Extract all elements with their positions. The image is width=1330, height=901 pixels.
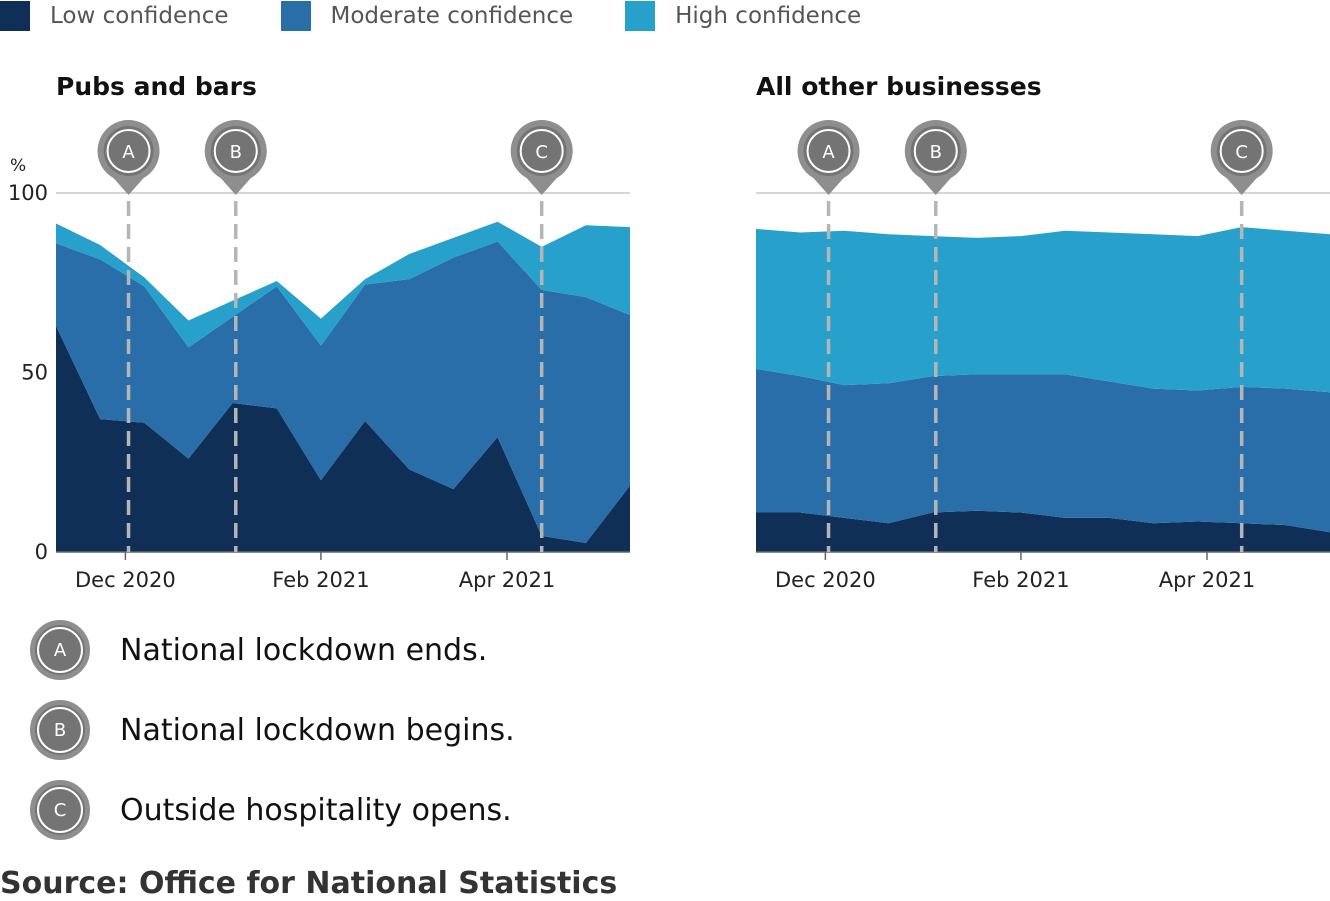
marker-label-c: C (535, 142, 548, 163)
marker-pin-ring-b (913, 129, 958, 173)
marker-pin-ring-a (806, 129, 851, 173)
y-tick-label: 100 (8, 181, 48, 205)
source-note: Source: Office for National Statistics (0, 866, 618, 901)
marker-pin-inner-b (210, 126, 261, 176)
x-tick-label: Apr 2021 (1159, 568, 1255, 592)
note-a-text: National lockdown ends. (120, 632, 488, 668)
marker-pin-inner-b (910, 126, 961, 176)
panel-title-2: All other businesses (756, 72, 1042, 101)
marker-c-letter: C (37, 787, 83, 833)
marker-b-badge: B (30, 700, 90, 760)
marker-label-a: A (822, 142, 835, 163)
area-moderate-confidence (756, 368, 1330, 533)
area-high-confidence (56, 221, 630, 348)
marker-pin-ring-b (213, 129, 258, 173)
marker-a-badge: A (30, 620, 90, 680)
marker-pin-inner-c (1216, 126, 1267, 176)
x-tick-label: Apr 2021 (459, 568, 555, 592)
note-c: C Outside hospitality opens. (30, 780, 515, 840)
x-tick-label: Dec 2020 (75, 568, 176, 592)
note-c-text: Outside hospitality opens. (120, 792, 512, 828)
legend-item-high: High confidence (625, 1, 861, 31)
marker-c-badge: C (30, 780, 90, 840)
area-high-confidence (756, 227, 1330, 393)
marker-pin-ring-c (519, 129, 564, 173)
marker-notes: A National lockdown ends. B National loc… (30, 620, 515, 860)
note-a: A National lockdown ends. (30, 620, 515, 680)
area-low-confidence (56, 325, 630, 552)
marker-pin-inner-a (803, 126, 854, 176)
marker-pin-inner-a (103, 126, 154, 176)
legend-label-moderate: Moderate confidence (330, 3, 574, 29)
panel-title-1: Pubs and bars (56, 72, 257, 101)
note-b: B National lockdown begins. (30, 700, 515, 760)
legend-label-high: High confidence (675, 3, 862, 29)
marker-label-b: B (230, 142, 242, 163)
marker-label-a: A (122, 142, 135, 163)
note-b-text: National lockdown begins. (120, 712, 515, 748)
marker-pin-ring-c (1219, 129, 1264, 173)
legend-swatch-high (625, 1, 656, 31)
legend: Low confidence Moderate confidence High … (0, 0, 913, 32)
x-tick-label: Feb 2021 (272, 568, 369, 592)
legend-label-low: Low confidence (50, 3, 229, 29)
legend-swatch-low (0, 1, 30, 31)
y-tick-label: 50 (21, 361, 48, 385)
legend-swatch-moderate (280, 1, 311, 31)
marker-pin-ring-a (106, 129, 151, 173)
charts-canvas: Pubs and bars 0 50 100% Dec 2020 Feb 2021 Apr … (8, 72, 1330, 592)
chart-panel-2: All other businesses Dec 2020 Feb 2021 Apr … (756, 72, 1330, 592)
marker-b-letter: B (37, 707, 83, 753)
chart-panel-1: Pubs and bars 0 50 100% Dec 2020 Feb 2021 Apr … (8, 72, 630, 592)
marker-pin-inner-c (516, 126, 567, 176)
legend-item-low: Low confidence (0, 1, 229, 31)
y-tick-label: 0 (35, 540, 48, 564)
marker-label-c: C (1235, 142, 1248, 163)
area-moderate-confidence (56, 241, 630, 544)
x-tick-label: Dec 2020 (775, 568, 876, 592)
marker-a-letter: A (37, 627, 83, 673)
legend-item-moderate: Moderate confidence (280, 1, 574, 31)
area-low-confidence (756, 510, 1330, 552)
y-axis-unit: % (10, 156, 26, 176)
x-tick-label: Feb 2021 (972, 568, 1069, 592)
marker-label-b: B (930, 142, 942, 163)
